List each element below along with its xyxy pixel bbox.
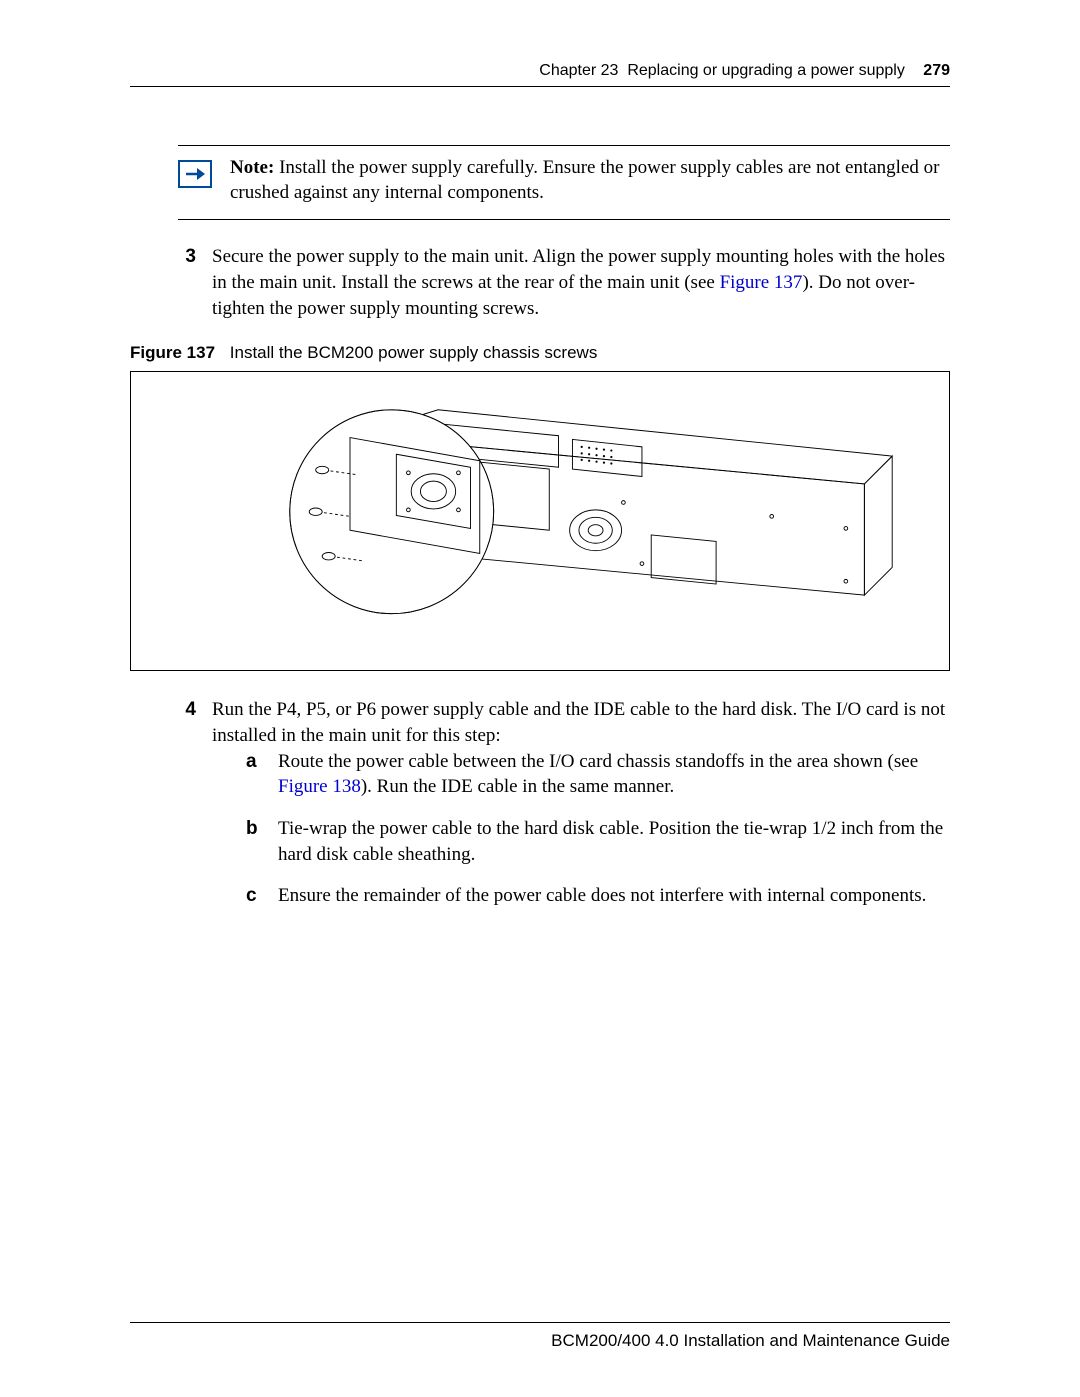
step-3: 3 Secure the power supply to the main un… <box>178 244 950 321</box>
step-text: Run the P4, P5, or P6 power supply cable… <box>212 697 950 924</box>
substep-text: Route the power cable between the I/O ca… <box>278 749 950 800</box>
figure-138-link[interactable]: Figure 138 <box>278 776 361 797</box>
step-text: Secure the power supply to the main unit… <box>212 244 950 321</box>
chapter-title: Replacing or upgrading a power supply <box>627 62 905 79</box>
note-text: Note: Install the power supply carefully… <box>230 156 950 205</box>
step4-body: Run the P4, P5, or P6 power supply cable… <box>212 697 950 748</box>
step-4: 4 Run the P4, P5, or P6 power supply cab… <box>178 697 950 924</box>
substep-a: a Route the power cable between the I/O … <box>246 749 950 800</box>
figure-137-image <box>130 371 950 671</box>
note-lead: Note: <box>230 157 274 178</box>
substep-letter: b <box>246 816 262 867</box>
substep-text: Tie-wrap the power cable to the hard dis… <box>278 816 950 867</box>
substep-b: b Tie-wrap the power cable to the hard d… <box>246 816 950 867</box>
step-number: 4 <box>178 697 196 924</box>
note-callout: Note: Install the power supply carefully… <box>178 145 950 220</box>
page-footer: BCM200/400 4.0 Installation and Maintena… <box>130 1322 950 1351</box>
page-header: Chapter 23 Replacing or upgrading a powe… <box>130 62 950 87</box>
chassis-diagram-icon <box>160 381 920 661</box>
substep-text: Ensure the remainder of the power cable … <box>278 883 926 909</box>
arrow-right-icon <box>178 160 212 188</box>
substep-letter: c <box>246 883 262 909</box>
figure-137-caption: Figure 137 Install the BCM200 power supp… <box>130 343 950 363</box>
figure-caption-text: Install the BCM200 power supply chassis … <box>230 343 598 362</box>
chapter-label: Chapter 23 <box>539 62 618 79</box>
figure-label: Figure 137 <box>130 343 215 362</box>
step-number: 3 <box>178 244 196 321</box>
substep-a-before: Route the power cable between the I/O ca… <box>278 751 918 772</box>
page-number: 279 <box>923 62 950 79</box>
substep-c: c Ensure the remainder of the power cabl… <box>246 883 950 909</box>
substep-a-after: ). Run the IDE cable in the same manner. <box>361 776 674 797</box>
substep-letter: a <box>246 749 262 800</box>
figure-137-link[interactable]: Figure 137 <box>720 272 803 293</box>
footer-text: BCM200/400 4.0 Installation and Maintena… <box>551 1331 950 1350</box>
note-body: Install the power supply carefully. Ensu… <box>230 157 939 203</box>
